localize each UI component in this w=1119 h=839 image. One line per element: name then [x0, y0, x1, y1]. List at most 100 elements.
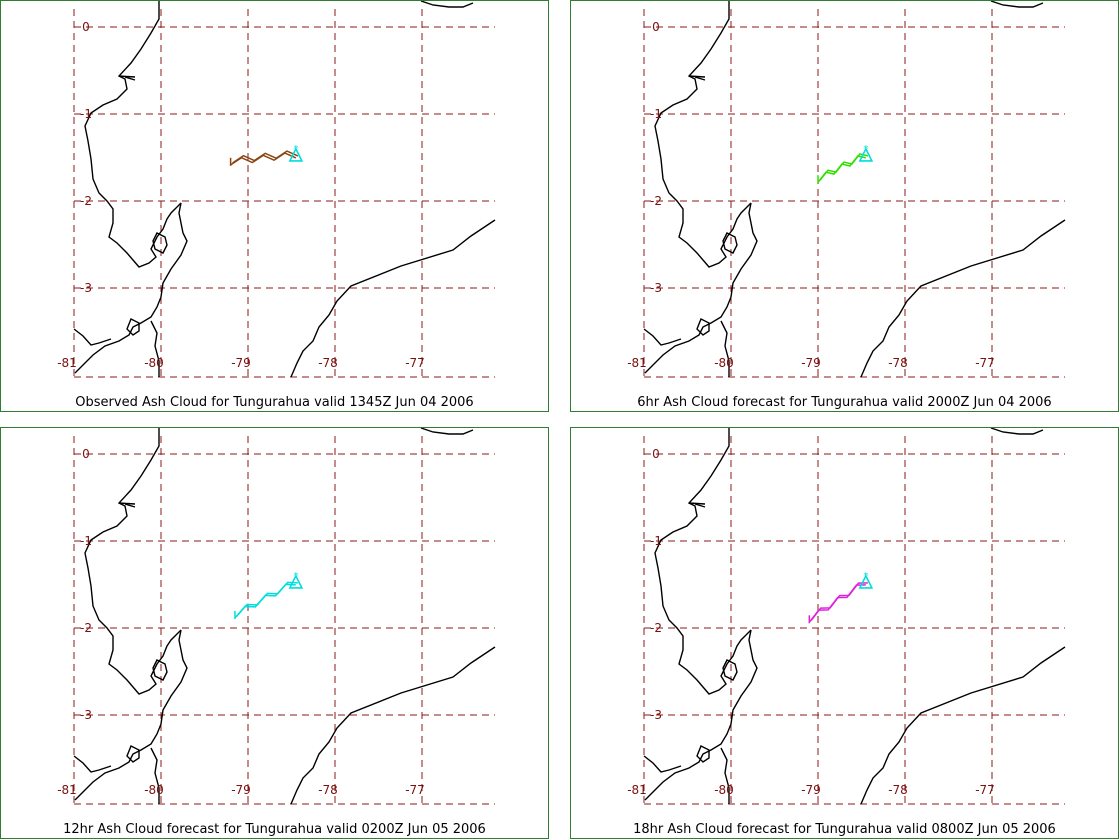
lon-label: -78 — [318, 356, 338, 370]
coastline — [654, 428, 752, 695]
coastline — [124, 503, 136, 508]
map-canvas: 0 -1 -2 -3 -81 -80 -79 -78 -77 * — [627, 1, 1066, 378]
island — [126, 745, 140, 763]
coastline — [644, 202, 758, 374]
coastline — [688, 502, 706, 505]
lon-label: -78 — [888, 356, 908, 370]
coastline — [654, 1, 752, 268]
ash-cloud-outline — [236, 581, 298, 617]
country-border — [860, 219, 1066, 378]
lat-label: -3 — [650, 281, 662, 295]
coastline — [150, 320, 160, 377]
coastline — [118, 502, 136, 505]
graticule — [643, 9, 1065, 378]
country-border — [860, 646, 1066, 805]
ash-map-panel-12hr: 0 -1 -2 -3 -81 -80 -79 -78 -77 * 12hr Ash Cloud f… — [0, 427, 549, 839]
island — [152, 659, 168, 681]
coastline — [694, 503, 706, 508]
ash-cloud — [229, 150, 299, 166]
lon-label: -78 — [318, 783, 338, 797]
lon-label: -79 — [801, 356, 821, 370]
lon-label: -80 — [144, 783, 164, 797]
lon-label: -77 — [405, 783, 425, 797]
coastline-group — [643, 1, 1066, 378]
coastline — [118, 75, 136, 78]
ash-cloud-outline — [810, 582, 868, 621]
coastline — [420, 428, 474, 435]
island — [722, 659, 738, 681]
island — [696, 745, 710, 763]
coastline — [688, 75, 706, 78]
ash-cloud — [234, 581, 298, 619]
volcano-icon — [858, 147, 874, 162]
lat-label: -2 — [80, 194, 92, 208]
lon-label: -80 — [144, 356, 164, 370]
lat-label: 0 — [652, 20, 660, 34]
map-canvas: 0 -1 -2 -3 -81 -80 -79 -78 -77 * — [57, 1, 496, 378]
lon-label: -79 — [231, 783, 251, 797]
lon-label: -78 — [888, 783, 908, 797]
island — [722, 232, 738, 254]
lon-label: -79 — [801, 783, 821, 797]
coastline — [694, 76, 706, 81]
coastline-group — [73, 428, 496, 805]
ash-cloud-outline — [234, 583, 296, 619]
lat-label: 0 — [82, 447, 90, 461]
ash-cloud — [808, 582, 868, 624]
lat-label: 0 — [82, 20, 90, 34]
ash-cloud-outline — [232, 150, 299, 164]
coastline — [643, 755, 682, 773]
lon-label: -77 — [405, 356, 425, 370]
map-canvas: 0 -1 -2 -3 -81 -80 -79 -78 -77 * — [627, 428, 1066, 805]
volcano-icon — [288, 147, 304, 162]
coastline — [74, 629, 188, 801]
lon-label: -77 — [975, 356, 995, 370]
lon-label: -80 — [714, 356, 734, 370]
coastline — [990, 1, 1044, 8]
map-canvas: 0 -1 -2 -3 -81 -80 -79 -78 -77 * — [57, 428, 496, 805]
coastline — [990, 428, 1044, 435]
lat-label: -3 — [80, 281, 92, 295]
coastline — [420, 1, 474, 8]
lon-label: -81 — [627, 783, 647, 797]
lat-label: -1 — [650, 534, 662, 548]
volcano-star-icon: * — [863, 144, 868, 155]
coastline — [124, 76, 136, 81]
coastline — [74, 202, 188, 374]
lat-label: -3 — [80, 708, 92, 722]
volcano-star-icon: * — [293, 144, 298, 155]
coastline-group — [73, 1, 496, 378]
lat-label: -3 — [650, 708, 662, 722]
ash-map-panel-6hr: 0 -1 -2 -3 -81 -80 -79 -78 -77 * 6hr Ash Cloud fo… — [570, 0, 1119, 412]
panel-caption: 6hr Ash Cloud forecast for Tungurahua va… — [637, 395, 1052, 410]
lon-label: -79 — [231, 356, 251, 370]
country-border — [290, 646, 496, 805]
ash-map-panel-observed: 0 -1 -2 -3 -81 -80 -79 -78 -77 * Observed Ash Clo… — [0, 0, 549, 412]
coastline — [150, 747, 160, 804]
volcano-icon — [858, 574, 874, 589]
ash-cloud-outline — [817, 155, 867, 183]
graticule — [643, 436, 1065, 805]
island — [152, 232, 168, 254]
coastline — [643, 328, 682, 346]
panel-caption: 18hr Ash Cloud forecast for Tungurahua v… — [633, 822, 1056, 837]
lat-label: -1 — [80, 534, 92, 548]
country-border — [290, 219, 496, 378]
lat-label: -2 — [80, 621, 92, 635]
ash-map-panel-18hr: 0 -1 -2 -3 -81 -80 -79 -78 -77 * 18hr Ash Cloud f… — [570, 427, 1119, 839]
coastline-group — [643, 428, 1066, 805]
panel-caption: 12hr Ash Cloud forecast for Tungurahua v… — [63, 822, 486, 837]
lat-label: -1 — [650, 107, 662, 121]
volcano-star-icon: * — [863, 571, 868, 582]
lat-label: -1 — [80, 107, 92, 121]
island — [696, 318, 710, 336]
lat-label: -2 — [650, 621, 662, 635]
lon-label: -81 — [57, 356, 77, 370]
lon-label: -80 — [714, 783, 734, 797]
island — [126, 318, 140, 336]
coastline — [720, 747, 730, 804]
coastline — [73, 328, 112, 346]
lon-label: -77 — [975, 783, 995, 797]
lon-label: -81 — [627, 356, 647, 370]
volcano-star-icon: * — [293, 571, 298, 582]
